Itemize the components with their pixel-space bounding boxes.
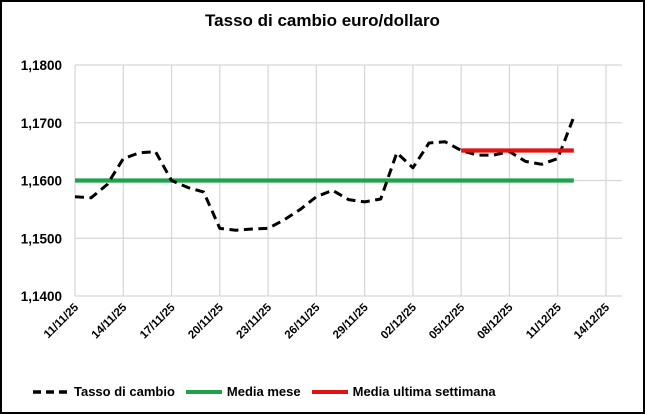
x-tick-label: 14/12/25 (572, 301, 613, 342)
chart-title: Tasso di cambio euro/dollaro (205, 11, 440, 30)
x-tick-label: 11/11/25 (42, 301, 82, 341)
red-line-swatch-icon (311, 389, 348, 394)
dashed-line-swatch-icon (33, 389, 69, 394)
chart-legend: Tasso di cambio Media mese Media ultima … (32, 384, 496, 399)
x-tick-label: 05/12/25 (427, 301, 468, 342)
x-tick-label: 14/11/25 (90, 301, 130, 341)
legend-label-tasso-di-cambio: Tasso di cambio (74, 384, 175, 399)
x-tick-label: 17/11/25 (138, 301, 178, 341)
x-tick-label: 20/11/25 (186, 301, 226, 341)
series-line-tasso-di-cambio (74, 116, 576, 232)
y-tick-label: 1,1700 (21, 116, 62, 131)
x-tick-label: 23/11/25 (235, 301, 275, 341)
y-tick-label: 1,1500 (21, 231, 62, 246)
legend-label-media-ultima-settimana: Media ultima settimana (352, 384, 496, 399)
x-tick-label: 08/12/25 (475, 301, 516, 342)
legend-item-media-mese: Media mese (185, 384, 301, 399)
legend-item-media-ultima-settimana: Media ultima settimana (311, 384, 496, 399)
green-line-swatch-icon (185, 389, 222, 394)
legend-item-tasso-di-cambio: Tasso di cambio (32, 384, 175, 399)
y-tick-label: 1,1400 (21, 289, 62, 304)
x-tick-label: 02/12/25 (379, 301, 420, 342)
y-tick-label: 1,1600 (21, 174, 62, 189)
y-tick-label: 1,1800 (21, 58, 62, 73)
x-tick-label: 26/11/25 (283, 301, 323, 341)
x-tick-label: 29/11/25 (331, 301, 371, 341)
legend-label-media-mese: Media mese (226, 384, 301, 399)
x-tick-label: 11/12/25 (524, 301, 564, 341)
